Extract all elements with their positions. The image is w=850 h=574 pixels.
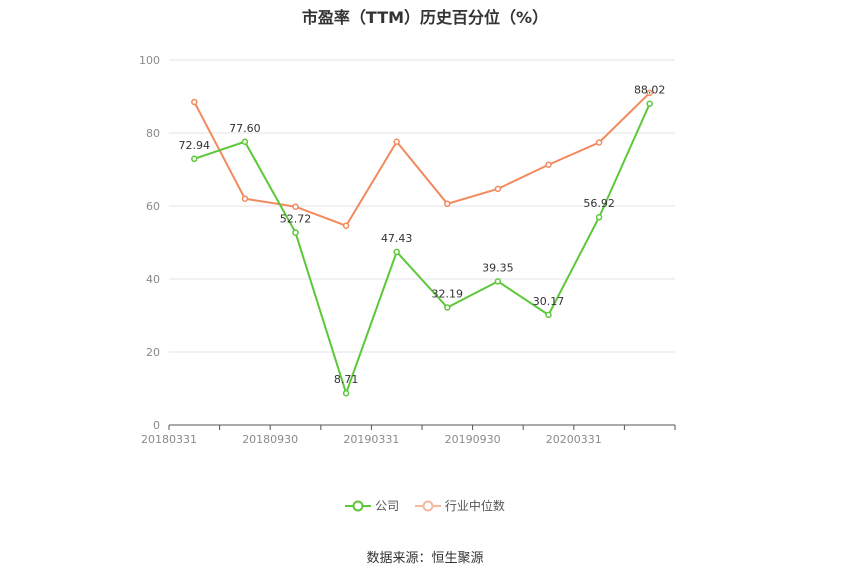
data-point-company[interactable] [494, 278, 502, 285]
series-lines [193, 92, 651, 397]
series-points [191, 89, 653, 397]
chart-title: 市盈率（TTM）历史百分位（%） [301, 8, 549, 27]
data-point-industry[interactable] [444, 200, 451, 208]
series-line-company [193, 103, 651, 397]
axes: 0 20 40 60 80 100 20180331 20180930 20190331 2019… [139, 54, 676, 446]
x-tick-label: 20180331 [141, 433, 197, 446]
data-label: 8.71 [334, 373, 359, 386]
legend: 公司 行业中位数 [0, 497, 850, 515]
data-point-company[interactable] [444, 304, 451, 311]
data-point-industry[interactable] [241, 195, 249, 202]
y-tick-label: 60 [146, 200, 160, 213]
data-point-industry[interactable] [545, 161, 552, 169]
data-point-industry[interactable] [595, 139, 603, 146]
data-point-company[interactable] [342, 389, 350, 397]
data-label: 72.94 [179, 139, 211, 152]
data-point-company[interactable] [393, 248, 400, 256]
legend-company-label: 公司 [375, 499, 400, 513]
data-point-industry[interactable] [191, 98, 198, 106]
x-tick-label: 20190331 [343, 433, 399, 446]
data-point-company[interactable] [241, 138, 249, 146]
data-point-company[interactable] [292, 229, 299, 236]
data-point-company[interactable] [646, 100, 653, 107]
series-line-industry [193, 92, 651, 227]
data-point-industry[interactable] [292, 203, 299, 210]
x-tick-label: 20200331 [546, 433, 602, 446]
data-point-industry[interactable] [342, 222, 350, 229]
legend-industry-marker [414, 500, 441, 511]
data-label: 30.17 [533, 295, 565, 308]
data-source: 数据来源：恒生聚源 [366, 551, 484, 566]
data-label: 77.60 [229, 122, 261, 135]
data-point-company[interactable] [545, 311, 552, 319]
legend-company-marker [345, 500, 372, 511]
data-label: 47.43 [381, 232, 413, 245]
data-label: 88.02 [634, 84, 666, 97]
data-point-industry[interactable] [494, 185, 502, 193]
data-point-company[interactable] [191, 155, 198, 163]
legend-item-industry[interactable]: 行业中位数 [414, 497, 505, 514]
x-tick-label: 20190930 [445, 433, 501, 446]
data-point-industry[interactable] [646, 89, 653, 97]
data-label: 52.72 [280, 213, 312, 226]
y-tick-label: 80 [146, 127, 160, 140]
y-tick-label: 0 [153, 419, 160, 432]
data-label: 39.35 [482, 261, 514, 274]
y-tick-label: 40 [146, 273, 160, 286]
y-tick-label: 100 [139, 54, 160, 67]
data-labels: 72.94 77.60 52.72 8.71 47.43 32.19 39.35 30.17 5… [179, 84, 666, 386]
x-tick-label: 20180930 [242, 433, 298, 446]
legend-industry-label: 行业中位数 [444, 499, 505, 513]
legend-item-company[interactable]: 公司 [345, 497, 399, 514]
data-point-company[interactable] [595, 213, 603, 221]
data-label: 32.19 [432, 288, 464, 301]
data-label: 56.92 [583, 197, 615, 210]
y-tick-label: 20 [146, 346, 160, 359]
data-point-industry[interactable] [393, 138, 400, 146]
